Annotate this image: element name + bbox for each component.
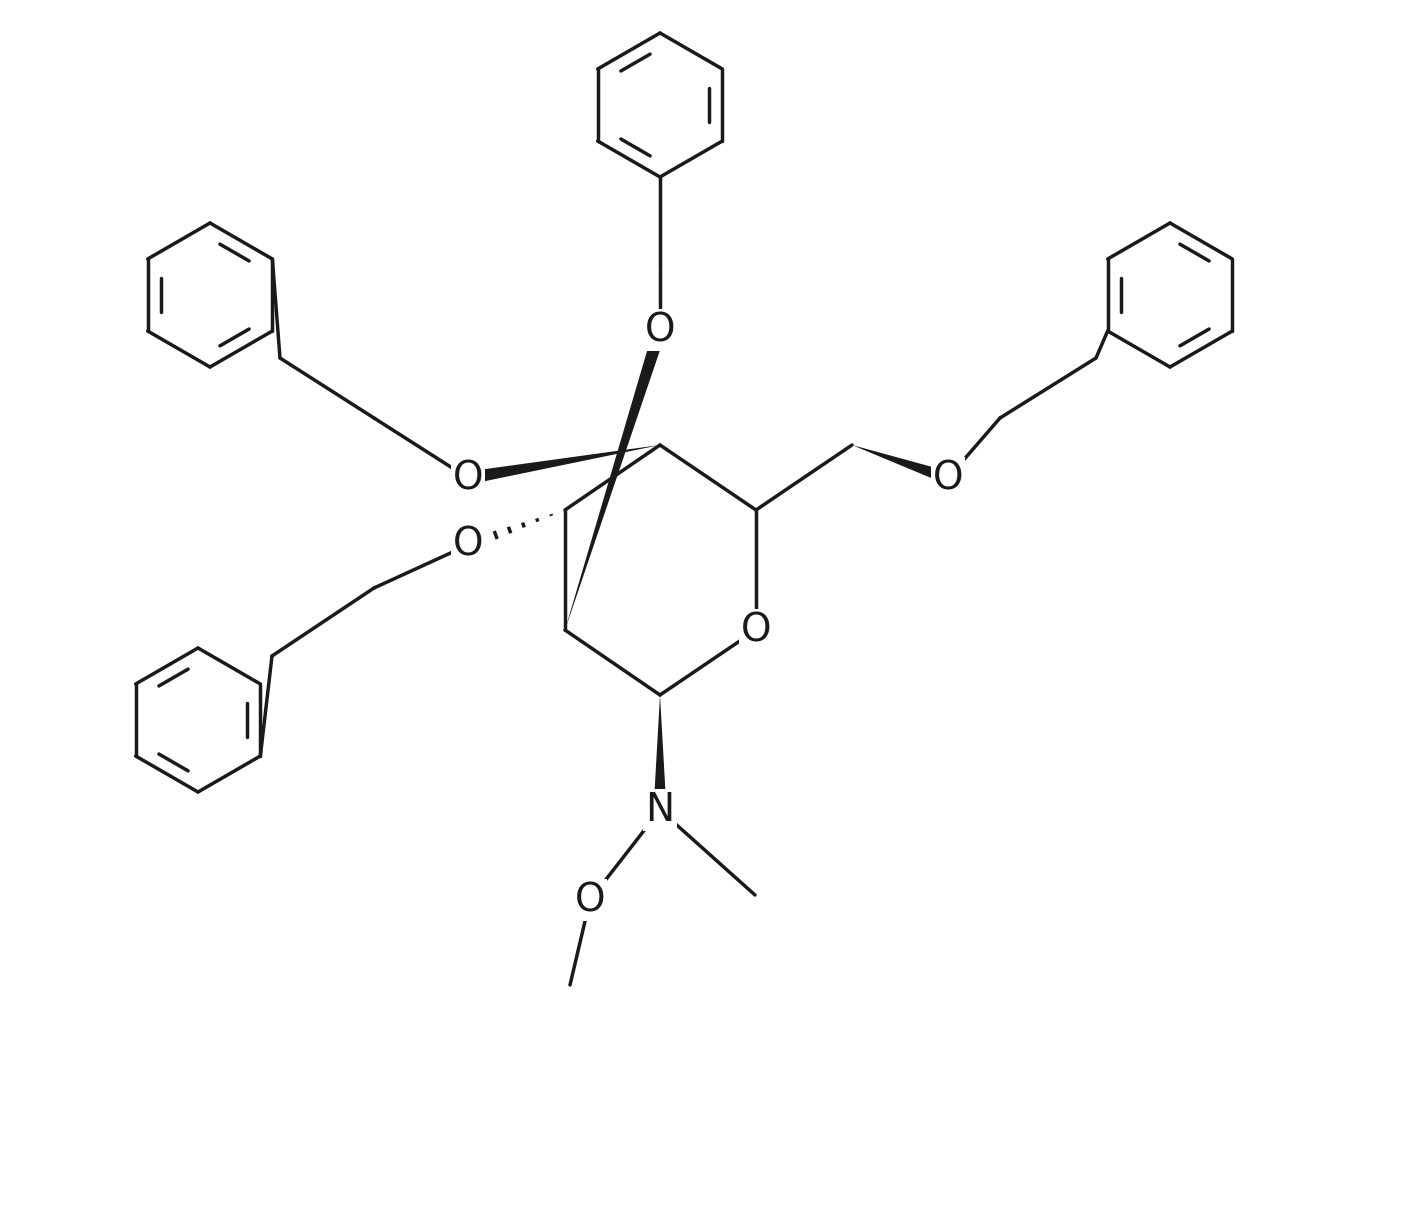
Polygon shape (654, 695, 667, 810)
Text: O: O (453, 526, 483, 565)
Text: O: O (932, 459, 964, 497)
Text: O: O (932, 459, 964, 497)
Text: O: O (741, 611, 771, 649)
Text: O: O (645, 311, 675, 349)
Text: O: O (453, 459, 483, 497)
Polygon shape (565, 328, 667, 630)
Text: O: O (574, 881, 605, 919)
Text: O: O (453, 459, 483, 497)
Polygon shape (467, 445, 660, 485)
Text: O: O (453, 526, 483, 565)
Text: N: N (645, 791, 674, 829)
Text: N: N (645, 791, 674, 829)
Text: O: O (741, 611, 771, 649)
Polygon shape (853, 445, 950, 484)
Text: O: O (645, 311, 675, 349)
Text: O: O (574, 881, 605, 919)
